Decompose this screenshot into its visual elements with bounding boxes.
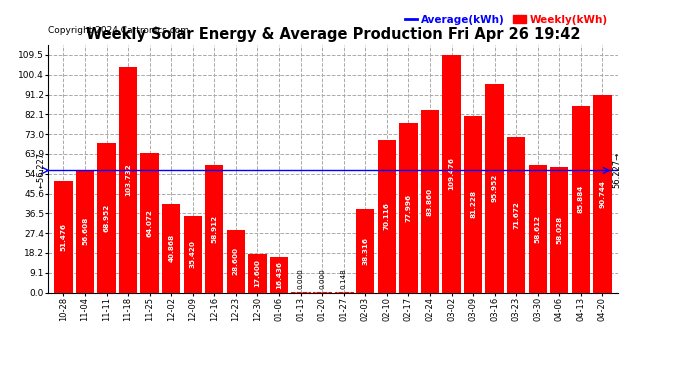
Text: 85.884: 85.884	[578, 185, 584, 213]
Bar	[529, 165, 547, 292]
Text: ←56.227: ←56.227	[37, 152, 46, 189]
Bar	[141, 153, 159, 292]
Bar	[162, 204, 180, 292]
Bar	[550, 166, 569, 292]
Text: 40.868: 40.868	[168, 234, 174, 262]
Text: 90.744: 90.744	[600, 180, 605, 208]
Bar	[507, 137, 525, 292]
Legend: Average(kWh), Weekly(kWh): Average(kWh), Weekly(kWh)	[400, 10, 612, 29]
Text: 56.608: 56.608	[82, 217, 88, 245]
Bar	[400, 123, 417, 292]
Text: 16.436: 16.436	[276, 261, 282, 289]
Title: Weekly Solar Energy & Average Production Fri Apr 26 19:42: Weekly Solar Energy & Average Production…	[86, 27, 580, 42]
Bar	[442, 55, 461, 292]
Text: 0.000: 0.000	[319, 268, 325, 289]
Text: 58.612: 58.612	[535, 215, 541, 243]
Text: 77.996: 77.996	[406, 194, 411, 222]
Bar	[593, 96, 611, 292]
Text: 58.912: 58.912	[211, 214, 217, 243]
Text: 17.600: 17.600	[255, 260, 260, 287]
Bar	[421, 110, 439, 292]
Bar	[486, 84, 504, 292]
Text: 70.116: 70.116	[384, 202, 390, 230]
Bar	[55, 181, 72, 292]
Text: Copyright 2024 Cartronics.com: Copyright 2024 Cartronics.com	[48, 26, 189, 35]
Text: 109.476: 109.476	[448, 157, 455, 190]
Text: 71.672: 71.672	[513, 201, 519, 229]
Bar	[356, 209, 375, 292]
Text: 56.227→: 56.227→	[612, 152, 621, 189]
Text: 83.860: 83.860	[427, 188, 433, 216]
Text: 58.028: 58.028	[556, 216, 562, 244]
Bar	[205, 165, 224, 292]
Bar	[377, 140, 396, 292]
Bar	[248, 254, 266, 292]
Text: 35.420: 35.420	[190, 240, 196, 268]
Bar	[184, 216, 202, 292]
Bar	[227, 230, 245, 292]
Bar	[464, 116, 482, 292]
Text: 28.600: 28.600	[233, 248, 239, 276]
Text: 51.476: 51.476	[61, 223, 66, 251]
Text: 95.952: 95.952	[492, 174, 497, 202]
Bar	[572, 106, 590, 292]
Text: 0.148: 0.148	[341, 268, 346, 289]
Text: 38.316: 38.316	[362, 237, 368, 265]
Text: 81.228: 81.228	[470, 190, 476, 218]
Bar	[97, 143, 116, 292]
Text: 0.000: 0.000	[297, 268, 304, 289]
Text: 64.072: 64.072	[147, 209, 152, 237]
Bar	[270, 257, 288, 292]
Text: 68.952: 68.952	[104, 204, 110, 232]
Bar	[76, 170, 94, 292]
Text: 103.732: 103.732	[125, 164, 131, 196]
Bar	[119, 67, 137, 292]
